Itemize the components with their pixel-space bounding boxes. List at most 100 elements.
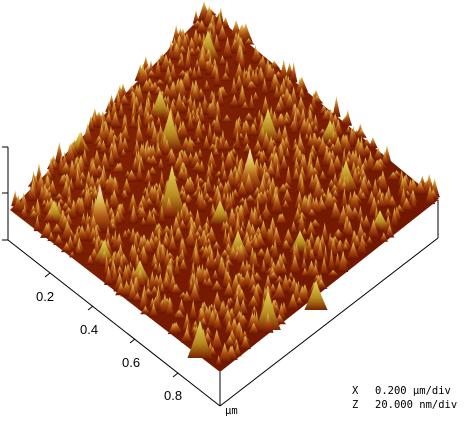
- surface-spike: [248, 94, 255, 110]
- surface-spike: [330, 189, 341, 198]
- surface-spike: [346, 241, 360, 260]
- surface-spike: [184, 135, 196, 156]
- x-tick-label: 0.4: [80, 322, 98, 337]
- surface-spike: [87, 115, 95, 131]
- surface-spike: [104, 265, 114, 285]
- surface-spike: [154, 130, 161, 153]
- surface-spike: [196, 190, 207, 212]
- surface-spike: [121, 230, 130, 239]
- surface-spike: [195, 64, 203, 79]
- surface-spike: [366, 150, 375, 172]
- surface-spike: [114, 92, 123, 112]
- surface-spike: [172, 43, 181, 60]
- surface-spike: [241, 132, 251, 147]
- surface-spike: [144, 90, 154, 103]
- surface-spike: [340, 187, 349, 209]
- surface-spike: [76, 172, 89, 182]
- surface-spike: [33, 215, 41, 232]
- surface-spike: [232, 217, 243, 239]
- surface-spike: [77, 132, 86, 155]
- surface-spike: [109, 177, 121, 197]
- surface-spike: [173, 309, 187, 319]
- surface-spike: [197, 160, 206, 174]
- surface-spike: [127, 283, 138, 301]
- surface-spike: [229, 77, 239, 97]
- surface-spike: [178, 258, 189, 271]
- surface-spike: [210, 329, 224, 350]
- surface-spike: [254, 66, 267, 83]
- surface-spike: [284, 147, 291, 159]
- surface-spike: [98, 151, 112, 172]
- surface-spike: [329, 131, 337, 145]
- surface-spike: [217, 87, 225, 106]
- surface-spike: [107, 149, 115, 167]
- surface-spike: [252, 68, 260, 87]
- surface-spike: [223, 335, 237, 347]
- surface-spike: [53, 193, 66, 200]
- surface-spike: [167, 235, 178, 252]
- x-tick-label: 0.6: [122, 355, 140, 370]
- surface-spike: [184, 51, 192, 71]
- surface-spike: [238, 326, 245, 344]
- surface-spike: [368, 196, 381, 217]
- surface-spike: [88, 226, 98, 242]
- surface-spike: [223, 231, 234, 252]
- surface-spike: [272, 85, 281, 100]
- surface-spike: [111, 229, 119, 251]
- surface-spike: [233, 74, 245, 90]
- surface-spike: [158, 170, 166, 190]
- surface-spike: [316, 240, 325, 261]
- surface-spike: [181, 312, 193, 333]
- axes: [2, 146, 439, 407]
- surface-spike: [325, 138, 334, 146]
- surface-spike: [135, 161, 144, 182]
- surface-spike: [220, 181, 232, 199]
- surface-spike: [284, 165, 293, 187]
- surface-spike: [180, 328, 193, 343]
- surface-spike: [191, 66, 198, 80]
- surface-spike: [189, 261, 197, 280]
- surface-spike: [217, 135, 225, 151]
- surface-spike: [120, 280, 133, 297]
- surface-spike: [367, 218, 380, 239]
- surface-spike: [193, 265, 202, 285]
- surface-spike: [344, 175, 351, 194]
- surface-spike: [214, 247, 221, 269]
- surface-peak: [236, 148, 264, 192]
- surface-spike: [252, 192, 266, 206]
- surface-spike: [330, 137, 345, 156]
- surface-peak: [209, 200, 231, 224]
- surface-spike: [223, 254, 232, 264]
- surface-spike: [319, 256, 329, 276]
- surface-spike: [129, 210, 137, 225]
- surface-spike: [248, 233, 262, 249]
- surface-spike: [330, 201, 342, 220]
- z-scale-letter: Z: [352, 399, 358, 411]
- surface-spike: [133, 125, 146, 145]
- surface-spike: [186, 111, 195, 131]
- surface-spike: [270, 192, 284, 214]
- surface-spike: [139, 79, 154, 94]
- surface-spike: [279, 59, 289, 81]
- surface-spike: [308, 248, 316, 261]
- surface-spike: [253, 66, 261, 73]
- surface-spike: [162, 138, 172, 155]
- surface-spike: [310, 264, 321, 278]
- surface-spike: [189, 299, 198, 320]
- surface-spike: [194, 137, 202, 144]
- surface-spike: [379, 232, 389, 242]
- surface-spike: [222, 281, 235, 297]
- surface-spike: [176, 298, 186, 315]
- surface-spike: [373, 147, 384, 160]
- surface-spike: [354, 141, 368, 159]
- surface-spike: [139, 245, 149, 266]
- surface-spike: [326, 269, 340, 277]
- surface-spike: [191, 249, 201, 268]
- surface-spike: [129, 115, 138, 129]
- surface-spike: [47, 231, 55, 241]
- surface-spike: [120, 148, 127, 157]
- surface-spike: [196, 148, 204, 159]
- surface-spike: [312, 125, 320, 133]
- surface-spike: [213, 65, 221, 87]
- surface-spike: [400, 197, 414, 211]
